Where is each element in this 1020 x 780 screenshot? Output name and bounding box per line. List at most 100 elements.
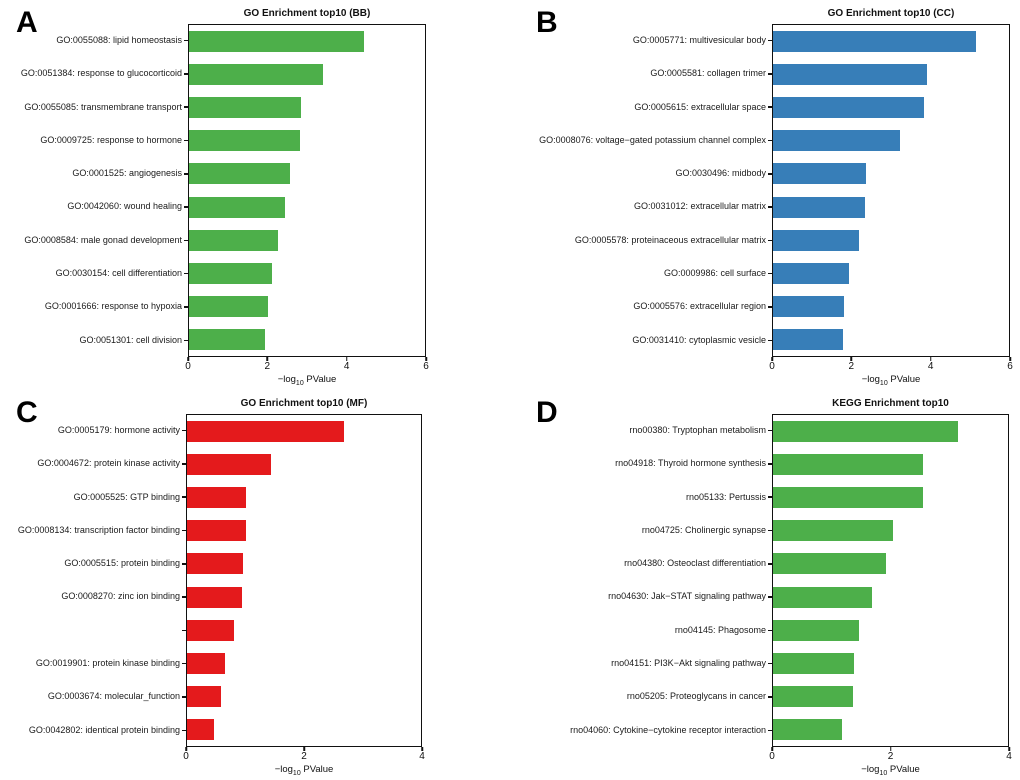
x-tick-label: 4 xyxy=(419,751,425,762)
y-tick xyxy=(182,596,186,598)
bar xyxy=(773,262,849,284)
bar xyxy=(187,718,215,740)
x-tick xyxy=(303,747,305,751)
category-label: rno04145: Phagosome xyxy=(674,624,766,635)
chart-title: KEGG Enrichment top10 xyxy=(832,398,949,409)
category-label: rno04151: PI3K−Akt signaling pathway xyxy=(611,658,766,668)
x-axis-label: −log10 PValue xyxy=(186,763,422,780)
y-label-row xyxy=(0,614,186,647)
y-label-row: GO:0005525: GTP binding xyxy=(0,481,186,514)
bar xyxy=(773,718,842,740)
bar-row xyxy=(189,157,425,190)
y-label-row: rno04918: Thyroid hormone synthesis xyxy=(510,447,772,480)
y-label-row: GO:0008584: male gonad development xyxy=(0,224,188,257)
bar-row xyxy=(187,713,421,746)
y-tick xyxy=(182,429,186,432)
x-axis-label-sub: 10 xyxy=(879,769,888,777)
category-label: GO:0005576: extracellular region xyxy=(633,301,766,312)
bar xyxy=(187,454,272,476)
x-axis-label-post: PValue xyxy=(887,374,921,385)
y-tick xyxy=(182,529,186,532)
x-axis-label-post: PValue xyxy=(887,764,920,775)
bar xyxy=(773,652,855,674)
y-tick xyxy=(768,596,772,598)
bar-row xyxy=(187,448,421,481)
y-axis-labels: GO:0055088: lipid homeostasis GO:0051384:… xyxy=(0,24,188,357)
x-tick-label: 6 xyxy=(423,361,429,372)
x-tick xyxy=(187,357,189,361)
y-tick xyxy=(768,339,772,342)
bar-row xyxy=(187,647,421,680)
bar xyxy=(773,487,924,509)
category-label: GO:0003674: molecular_function xyxy=(47,691,180,702)
y-label-row: GO:0005578: proteinaceous extracellular … xyxy=(510,224,772,257)
y-tick xyxy=(768,629,772,632)
bar-row xyxy=(189,257,425,290)
y-tick xyxy=(184,106,188,108)
y-label-row: GO:0001525: angiogenesis xyxy=(0,157,188,190)
category-label: GO:0030496: midbody xyxy=(675,168,766,179)
x-axis-label-sub: 10 xyxy=(292,769,301,777)
chart-title: GO Enrichment top10 (MF) xyxy=(240,398,368,409)
bar-row xyxy=(773,514,1008,547)
bar xyxy=(189,31,365,53)
bar xyxy=(189,64,323,86)
y-label-row: GO:0031410: cytoplasmic vesicle xyxy=(510,324,772,357)
y-label-row: GO:0051384: response to glucocorticoid xyxy=(0,57,188,90)
x-tick xyxy=(185,747,187,751)
y-tick xyxy=(768,73,772,75)
y-tick xyxy=(768,39,772,42)
y-tick xyxy=(184,173,188,175)
x-tick-label: 2 xyxy=(264,361,271,372)
y-label-row: GO:0008270: zinc ion binding xyxy=(0,580,186,613)
x-tick-label: 4 xyxy=(343,361,350,372)
y-label-row: GO:0005515: protein binding xyxy=(0,547,186,580)
y-label-row: rno05205: Proteoglycans in cancer xyxy=(510,680,772,713)
plot-area xyxy=(186,414,422,747)
bar xyxy=(189,196,285,218)
bar-row xyxy=(773,25,1009,58)
bar xyxy=(189,97,302,119)
bar xyxy=(187,487,246,509)
y-label-row: rno00380: Tryptophan metabolism xyxy=(510,414,772,447)
bar xyxy=(187,619,235,641)
x-tick-label: 4 xyxy=(927,361,934,372)
bar-row xyxy=(773,257,1009,290)
y-tick xyxy=(182,696,186,698)
bar-row xyxy=(773,448,1008,481)
y-tick xyxy=(184,206,188,208)
x-axis-label-pre: −log xyxy=(274,764,293,775)
x-tick xyxy=(889,747,892,751)
x-tick xyxy=(1008,747,1010,751)
panel-d-letter: D xyxy=(536,396,558,429)
x-tick-label: 0 xyxy=(769,751,775,762)
y-label-row: GO:0009986: cell surface xyxy=(510,257,772,290)
category-label: rno05205: Proteoglycans in cancer xyxy=(626,691,766,702)
x-tick-label: 0 xyxy=(185,361,191,372)
category-label: GO:0005525: GTP binding xyxy=(73,491,180,502)
y-tick xyxy=(768,272,772,275)
plot-area xyxy=(772,414,1009,747)
x-tick-label: 4 xyxy=(1006,751,1012,762)
y-tick xyxy=(768,306,772,308)
y-label-row: GO:0031012: extracellular matrix xyxy=(510,190,772,223)
bar xyxy=(773,130,900,152)
category-label: GO:0009725: response to hormone xyxy=(40,134,182,145)
y-label-row: GO:0055088: lipid homeostasis xyxy=(0,24,188,57)
bar xyxy=(187,553,244,575)
bar xyxy=(189,229,278,251)
y-tick xyxy=(768,729,772,732)
panel-a: A GO Enrichment top10 (BB) GO:0055088: l… xyxy=(0,0,510,390)
category-label: GO:0001525: angiogenesis xyxy=(72,168,182,179)
bar-row xyxy=(187,614,421,647)
y-tick xyxy=(182,563,186,565)
x-axis-label-sub: 10 xyxy=(295,379,304,387)
x-axis-label: −log10 PValue xyxy=(772,763,1009,780)
category-label: rno04380: Osteoclast differentiation xyxy=(624,558,766,569)
y-axis-labels: GO:0005179: hormone activity GO:0004672: … xyxy=(0,414,186,747)
bar xyxy=(187,685,221,707)
x-tick-label: 2 xyxy=(887,751,894,762)
x-tick xyxy=(1009,357,1011,361)
x-tick xyxy=(771,357,773,361)
y-tick xyxy=(182,463,186,465)
